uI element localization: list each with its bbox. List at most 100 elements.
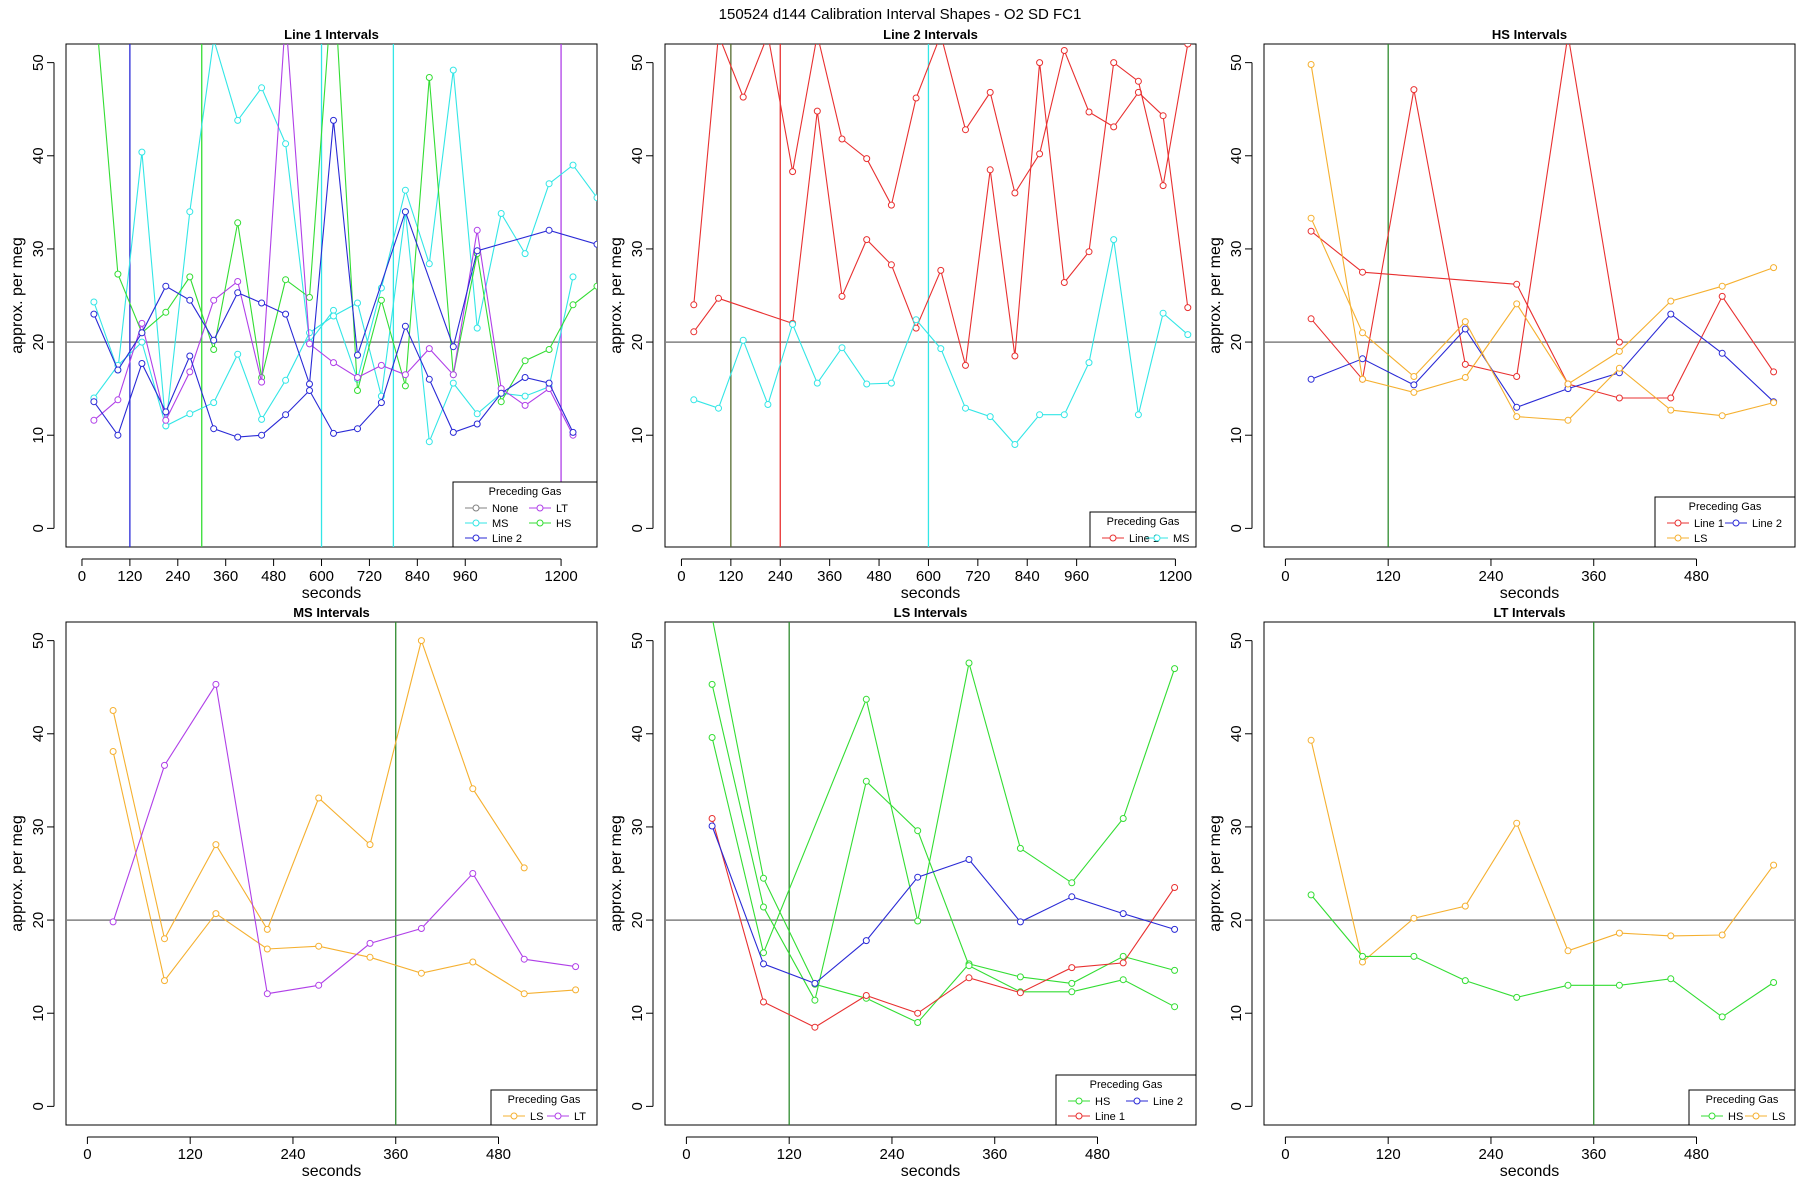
panel-lt-intervals-legend-hs-marker [1708, 1112, 1716, 1120]
panels: Line 1 Intervals 0 120 240 360 480 600 720 840 96… [9, 27, 1796, 1180]
panel-lt-intervals-frame [1263, 621, 1796, 1126]
panel-ms-intervals-series-ls-point [212, 910, 220, 918]
panel-hs-intervals-legend-ls-marker [1674, 534, 1682, 542]
panel-hs-intervals-series-ls-point [1770, 264, 1778, 272]
panel-line-2-intervals-series-ms-point [1060, 411, 1068, 419]
panel-line-1-intervals-series-line-2-point [90, 310, 98, 318]
panel-ls-intervals-series-line-1-point [708, 815, 716, 822]
panel-ls-intervals-x-tick-label: 360 [982, 1146, 1007, 1163]
panel-ls-intervals-series-hs-point [914, 917, 922, 925]
panel-ls-intervals-series-line-2-point [760, 960, 767, 968]
panel-hs-intervals-y-tick-label: 30 [1228, 241, 1245, 258]
panel-line-1-intervals-x-tick-label: 1200 [544, 568, 577, 585]
panel-lt-intervals-x-tick-label: 120 [1376, 1146, 1401, 1163]
panel-line-1-intervals-legend-ms-label: MS [492, 518, 509, 530]
panel-line-1-intervals-series-ms-point [210, 399, 218, 407]
panel-line-2-intervals-x-tick-label: 240 [768, 568, 793, 585]
panel-line-1-intervals-series-lt-point [354, 374, 361, 381]
panel-line-2-intervals-x-label: seconds [901, 585, 961, 602]
panel-ls-intervals-legend-hs-marker [1075, 1097, 1083, 1105]
panel-line-1-intervals-series-lt-point [186, 368, 194, 376]
panel-line-1-intervals-series-line-2-point [306, 387, 313, 394]
panel-ls-intervals-series-line-2-line [711, 825, 1175, 985]
panel-ls-intervals-series-hs-point [965, 659, 973, 667]
panel-ls-intervals-series-line-2-point [1171, 925, 1179, 933]
panel-ls-intervals-series-line-2-point [811, 979, 819, 987]
panel-lt-intervals-series-ls-point [1410, 914, 1418, 922]
panel-lt-intervals-series-ls-point [1564, 947, 1572, 955]
panel-line-1-intervals-series-ms-line [93, 44, 597, 426]
panel-line-1-intervals-series-line-2-point [425, 375, 433, 383]
panel-ls-intervals-series-hs-point [1016, 844, 1024, 852]
panel-lt-intervals-series-ls-point [1770, 861, 1778, 869]
panel-hs-intervals-legend-ls: LS [1667, 533, 1707, 545]
panel-ms-intervals-series-lt-point [520, 955, 528, 963]
panel-line-2-intervals-series-line-1-point [1011, 189, 1019, 197]
panel-line-1-intervals-legend-line-2: Line 2 [465, 533, 522, 545]
panel-line-2-intervals-legend-ms-marker [1153, 534, 1161, 542]
panel-ms-intervals-series-ls-point [366, 841, 374, 849]
panel-line-1-intervals-series-lt-point [210, 296, 218, 304]
panel-ls-intervals-series-hs-point [1171, 1003, 1179, 1011]
panel-ls-intervals-series-hs-point [1171, 966, 1179, 974]
panel-ls-intervals-series-hs-point [1016, 973, 1024, 981]
panel-line-2-intervals-x-tick-label: 0 [677, 568, 685, 585]
panel-line-2-intervals-series-line-1-point [739, 93, 747, 101]
panel-line-1-intervals-series-line-2-point [401, 208, 409, 216]
panel-line-1-intervals-series-ms-point [211, 36, 217, 42]
panel-line-1-intervals-y-tick-label: 30 [30, 241, 47, 258]
panel-ls-intervals-series-line-2-point [914, 873, 922, 881]
panel-ms-intervals-legend-box [490, 1089, 598, 1126]
panel-line-2-intervals-series-line-1-line [693, 44, 1189, 366]
panel-line-2-intervals-series-line-1-point [1060, 47, 1068, 54]
panel-ms-intervals-x-tick-label: 480 [486, 1146, 511, 1163]
panel-ms-intervals-series-ls-point [520, 990, 528, 998]
panel-line-1-intervals-legend-lt: LT [529, 503, 568, 515]
panel-line-1-intervals: Line 1 Intervals 0 120 240 360 480 600 720 840 96… [9, 27, 598, 602]
panel-hs-intervals-legend-line-2-marker [1732, 519, 1740, 527]
panel-ls-intervals-series-line-2-point [1119, 910, 1127, 918]
panel-line-1-intervals-series-line-2-point [545, 226, 553, 234]
panel-lt-intervals-series-hs-point [1564, 981, 1572, 989]
panel-line-1-intervals-series-hs-point [425, 74, 433, 81]
panel-line-2-intervals-x-tick-label: 840 [1015, 568, 1040, 585]
panel-hs-intervals-title: HS Intervals [1492, 27, 1567, 42]
panel-hs-intervals-series-line-1-line [1310, 230, 1775, 399]
panel-line-2-intervals-series-line-1 [690, 44, 1192, 369]
panel-line-1-intervals-series-line-2-point [354, 351, 361, 359]
panel-lt-intervals-y-tick-label: 10 [1228, 1005, 1245, 1022]
panel-line-1-intervals-x-tick-label: 360 [213, 568, 238, 585]
panel-line-1-intervals-series-lt-point [162, 416, 170, 424]
panel-line-2-intervals-series-ms-point [986, 413, 994, 421]
panel-line-2-intervals-series-ms-point [887, 379, 895, 387]
panel-line-2-intervals-series-ms-point [912, 316, 920, 324]
panel-line-1-intervals-legend-line-2-label: Line 2 [492, 533, 522, 545]
panel-line-1-intervals-series-ms-point [521, 392, 529, 400]
panel-ls-intervals-legend: Preceding Gas HS Line 2 Line 1 [1055, 1074, 1197, 1126]
panel-hs-intervals-legend-line-1-label: Line 1 [1694, 518, 1724, 530]
panel-ls-intervals-series-hs-point [1119, 976, 1127, 984]
panel-line-1-intervals-series-ms-line [93, 211, 574, 442]
panel-ls-intervals-x-tick-label: 120 [777, 1146, 802, 1163]
panel-ls-intervals-series-hs-point [811, 996, 819, 1004]
panel-hs-intervals-series-line-2-point [1718, 349, 1726, 357]
panel-line-2-intervals-series-line-1-point [986, 166, 994, 174]
panel-line-1-intervals-series-line-2-point [497, 389, 505, 397]
panel-ms-intervals-y-tick-label: 20 [30, 912, 47, 929]
panel-line-1-intervals-x-label: seconds [302, 585, 362, 602]
panel-ls-intervals-series-line-1-point [965, 974, 973, 982]
panel-ms-intervals-series-lt-point [417, 925, 425, 932]
panel-ls-intervals-legend-hs: HS [1068, 1096, 1110, 1108]
panel-ms-intervals-x-tick-label: 240 [280, 1146, 305, 1163]
panel-line-1-intervals-series-lt-point [258, 378, 266, 386]
panel-ms-intervals-legend-lt-label: LT [574, 1111, 586, 1123]
panel-line-1-intervals-y-tick-label: 20 [30, 334, 47, 351]
panel-ls-intervals-y-tick-label: 0 [629, 1102, 646, 1110]
panel-line-2-intervals-y-tick-label: 10 [629, 427, 646, 444]
panel-lt-intervals-series-ls-point [1461, 902, 1469, 910]
panel-line-1-intervals-series-line-2-point [138, 360, 146, 367]
panel-ms-intervals-y-tick-label: 0 [30, 1102, 47, 1110]
figure-title: 150524 d144 Calibration Interval Shapes … [719, 6, 1082, 23]
panel-line-1-intervals-series-line-2-point [258, 431, 266, 439]
panel-lt-intervals-y-axis: 0 10 20 30 40 50 approx. per meg [1207, 632, 1253, 1111]
